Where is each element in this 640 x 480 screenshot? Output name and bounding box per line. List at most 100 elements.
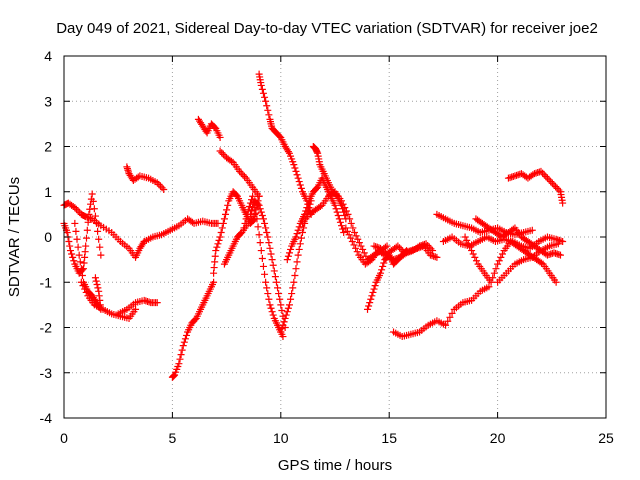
data-point [537,167,545,175]
data-point [422,240,430,248]
data-point [216,233,224,241]
data-point [368,292,376,300]
series-track-b [60,190,105,277]
chart-title: Day 049 of 2021, Sidereal Day-to-day VTE… [56,20,598,37]
data-point [429,247,437,255]
series-track-z [461,233,560,286]
data-point [264,233,272,241]
data-point [352,232,360,240]
data-point [355,239,363,247]
data-point [76,258,84,266]
data-point [278,325,286,333]
data-point [293,258,301,266]
data-points-layer [60,70,567,381]
data-point [267,304,275,312]
data-point [258,212,266,220]
data-point [97,251,105,259]
data-point [379,262,387,270]
series-track-f [123,163,168,193]
data-point [444,317,452,325]
series-track-q [283,174,348,264]
data-point [179,342,187,350]
data-point [263,284,271,292]
data-point [461,233,469,241]
data-point [339,200,347,208]
data-point [364,305,372,313]
data-point [468,247,476,255]
data-point [555,186,563,194]
data-point [487,278,495,286]
data-point [268,308,276,316]
data-point [366,257,374,265]
data-point [494,260,502,268]
data-point [366,299,374,307]
data-point [246,199,254,207]
data-point [219,219,227,227]
data-point [176,355,184,363]
data-point [279,333,287,341]
data-point [341,204,349,212]
data-point [250,198,258,206]
data-point [495,257,503,265]
data-point [559,238,567,246]
data-point [259,89,267,97]
data-point [254,200,262,208]
data-point [236,167,244,175]
series-track-g [140,215,222,246]
data-point [218,149,226,157]
data-point [265,239,273,247]
data-point [253,215,261,223]
data-point [214,240,222,248]
data-point [267,250,275,258]
data-point [548,179,556,187]
data-point [344,210,352,218]
data-point [263,102,271,110]
data-point [243,210,251,218]
data-point [275,290,283,298]
data-point [553,184,561,192]
data-point [269,261,277,269]
data-point [72,205,80,213]
data-point [289,284,297,292]
data-point [223,206,231,214]
data-point [302,207,310,215]
data-point [287,295,295,303]
data-point [91,274,99,282]
data-point [262,278,270,286]
data-point [369,288,377,296]
data-point [329,189,337,197]
data-point [497,253,505,261]
data-point [304,200,312,208]
data-point [242,215,250,223]
data-point [272,278,280,286]
data-point [132,305,140,313]
data-point [259,215,267,223]
data-point [259,262,267,270]
data-point [448,309,456,317]
data-point [224,201,232,209]
data-point [293,230,301,238]
data-point [255,201,263,209]
x-tick-label: 0 [60,430,68,446]
data-point [245,202,253,210]
data-point [180,338,188,346]
series-track-h [168,278,218,381]
data-point [278,307,286,315]
data-point [377,269,385,277]
data-point [262,224,270,232]
data-point [433,253,441,261]
data-point [371,282,379,290]
data-point [65,238,73,246]
y-tick-label: 1 [44,184,52,200]
data-point [256,239,264,247]
data-point [292,265,300,273]
series-track-k [216,147,263,200]
data-point [552,278,560,286]
data-point [257,81,265,89]
data-point [334,212,342,220]
data-point [210,278,218,286]
data-point [239,171,247,179]
data-point [295,223,303,231]
data-point [67,247,75,255]
data-point [93,281,101,289]
